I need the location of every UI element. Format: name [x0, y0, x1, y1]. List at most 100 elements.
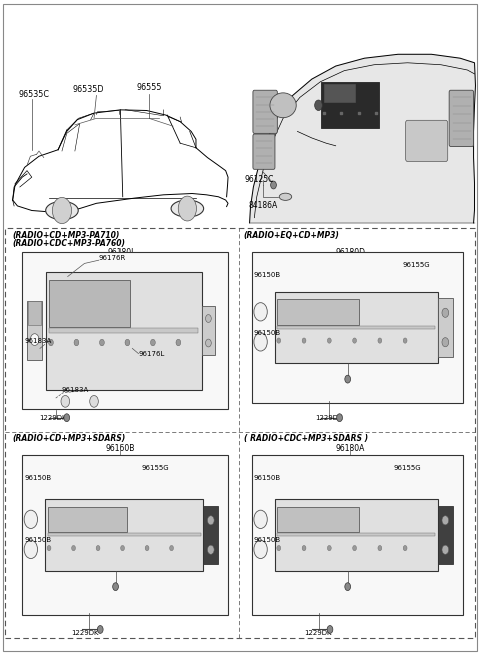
Text: 96150B: 96150B	[253, 475, 280, 481]
Polygon shape	[250, 54, 476, 223]
Text: 96180D: 96180D	[335, 248, 365, 257]
Circle shape	[96, 546, 100, 551]
Circle shape	[277, 546, 281, 551]
Text: 96155G: 96155G	[393, 465, 421, 471]
Circle shape	[302, 546, 306, 551]
Circle shape	[336, 414, 342, 422]
FancyBboxPatch shape	[449, 90, 474, 147]
Bar	[45, 499, 203, 571]
Circle shape	[345, 583, 350, 591]
Circle shape	[254, 333, 267, 351]
Text: ( RADIO+CDC+MP3+SDARS ): ( RADIO+CDC+MP3+SDARS )	[244, 434, 368, 443]
Bar	[46, 272, 202, 390]
Text: 84186A: 84186A	[249, 201, 278, 210]
Text: 96180J: 96180J	[107, 248, 133, 257]
Circle shape	[207, 515, 214, 525]
Bar	[277, 533, 435, 536]
Bar	[202, 307, 215, 355]
Bar	[438, 506, 453, 565]
Text: 96150B: 96150B	[253, 272, 280, 278]
Circle shape	[74, 339, 79, 346]
Text: 96555: 96555	[136, 83, 162, 92]
Circle shape	[327, 338, 331, 343]
Circle shape	[353, 546, 357, 551]
Bar	[5, 228, 475, 638]
Bar	[49, 280, 130, 327]
Text: 96176R: 96176R	[99, 255, 126, 261]
Circle shape	[52, 197, 72, 223]
Circle shape	[353, 338, 357, 343]
Circle shape	[24, 510, 37, 529]
Circle shape	[403, 546, 407, 551]
Circle shape	[145, 546, 149, 551]
Text: 96155G: 96155G	[142, 465, 169, 471]
Circle shape	[378, 546, 382, 551]
Circle shape	[24, 540, 37, 559]
Circle shape	[48, 339, 53, 346]
Circle shape	[207, 545, 214, 554]
Ellipse shape	[270, 93, 296, 118]
Circle shape	[205, 314, 211, 322]
Bar	[28, 301, 41, 325]
Text: (RADIO+CDC+MP3-PA760): (RADIO+CDC+MP3-PA760)	[12, 239, 126, 248]
FancyBboxPatch shape	[406, 121, 448, 162]
Circle shape	[205, 339, 211, 347]
Bar	[277, 507, 359, 533]
Circle shape	[271, 181, 276, 189]
Bar	[27, 301, 42, 360]
Circle shape	[120, 546, 124, 551]
Circle shape	[176, 339, 181, 346]
Text: 96535C: 96535C	[19, 90, 50, 99]
Circle shape	[403, 338, 407, 343]
Text: 96183A: 96183A	[24, 338, 52, 344]
Text: 1229DK: 1229DK	[305, 629, 332, 636]
Bar	[277, 299, 359, 325]
Circle shape	[315, 100, 323, 111]
Circle shape	[113, 583, 119, 591]
Circle shape	[99, 339, 104, 346]
Circle shape	[47, 546, 51, 551]
Circle shape	[277, 338, 281, 343]
Text: (RADIO+EQ+CD+MP3): (RADIO+EQ+CD+MP3)	[244, 231, 340, 240]
Circle shape	[345, 375, 350, 383]
Bar	[22, 252, 228, 409]
Circle shape	[442, 337, 449, 346]
Circle shape	[302, 338, 306, 343]
Text: 96183A: 96183A	[61, 386, 88, 392]
Bar	[324, 84, 355, 102]
Text: 1229DK: 1229DK	[316, 415, 343, 421]
Text: 96125C: 96125C	[245, 176, 274, 184]
Circle shape	[72, 546, 75, 551]
Circle shape	[254, 540, 267, 559]
Text: 96160B: 96160B	[106, 444, 135, 453]
Circle shape	[61, 396, 70, 407]
Circle shape	[169, 546, 173, 551]
Bar	[48, 533, 201, 536]
Circle shape	[125, 339, 130, 346]
Bar	[275, 499, 438, 571]
Bar	[277, 326, 435, 329]
Bar	[252, 455, 463, 615]
Bar	[203, 506, 218, 565]
Circle shape	[30, 333, 39, 345]
Ellipse shape	[171, 200, 204, 217]
Circle shape	[327, 546, 331, 551]
Text: 1229DK: 1229DK	[39, 415, 67, 421]
Circle shape	[254, 510, 267, 529]
Text: 1229DK: 1229DK	[72, 629, 99, 636]
Text: 96150B: 96150B	[24, 537, 52, 543]
Text: 96150B: 96150B	[253, 537, 280, 543]
Circle shape	[378, 338, 382, 343]
Bar	[22, 455, 228, 615]
Text: 96150B: 96150B	[24, 475, 52, 481]
FancyBboxPatch shape	[253, 90, 277, 134]
Bar	[275, 291, 438, 364]
Bar	[252, 252, 463, 403]
Circle shape	[327, 626, 333, 633]
Circle shape	[442, 309, 449, 318]
Bar	[322, 83, 379, 128]
Circle shape	[178, 196, 196, 221]
Bar	[0, 1, 480, 226]
Circle shape	[151, 339, 156, 346]
Circle shape	[97, 626, 103, 633]
